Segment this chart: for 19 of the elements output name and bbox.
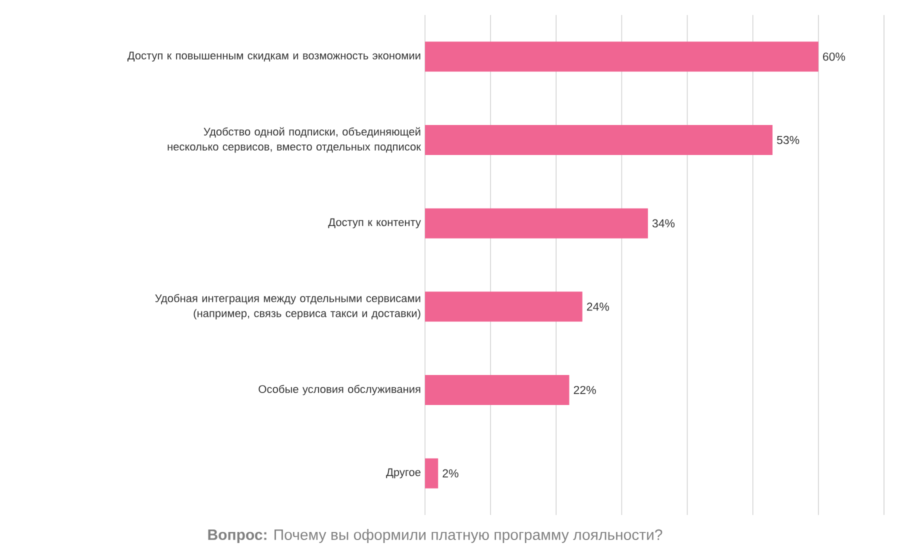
text: Вопрос: Почему вы оформили платную программу лояльности?	[208, 529, 662, 543]
data-label: 2%	[442, 469, 458, 478]
data-label: 60%	[823, 52, 846, 61]
y-tick-label: Удобство одной подписки, объединяющей несколько сервисов, вместо отдельных подписок	[168, 127, 421, 153]
y-tick-label: Доступ к повышенным скидкам и возможность экономии	[127, 52, 420, 62]
y-tick-label: Доступ к контенту	[328, 218, 421, 228]
data-label: 53%	[777, 136, 800, 144]
bar	[425, 292, 582, 322]
y-tick-label: Удобная интеграция между отдельными сервисами (например, связь сервиса такси и доставки)	[155, 294, 420, 320]
bar	[425, 375, 570, 406]
bar	[425, 125, 773, 156]
bar	[425, 208, 648, 238]
data-label: 34%	[652, 219, 675, 228]
y-tick-label: Другое	[386, 468, 420, 478]
y-tick-label: Особые условия обслуживания	[258, 384, 420, 396]
bar	[425, 458, 438, 488]
bar	[425, 42, 818, 72]
data-label: 22%	[574, 386, 596, 394]
data-label: 24%	[586, 302, 610, 311]
